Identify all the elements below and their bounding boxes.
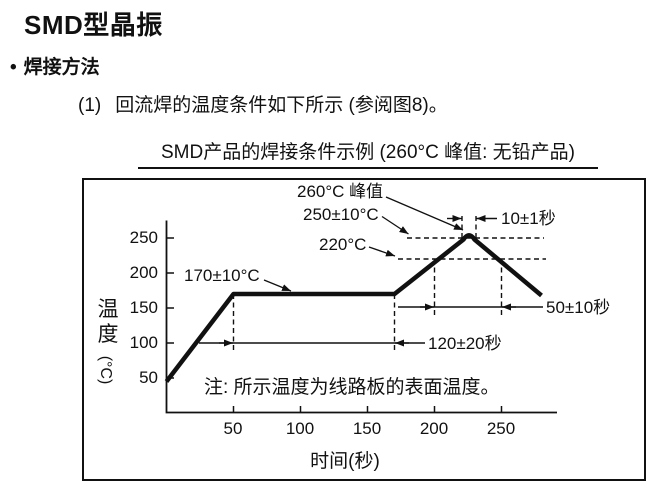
y-axis-title: 温度 bbox=[97, 298, 119, 346]
list-item: (1) 回流焊的温度条件如下所示 (参阅图8)。 bbox=[78, 90, 448, 117]
y-tick-100: 100 bbox=[129, 333, 158, 352]
label-duration-120s: 120±20秒 bbox=[428, 334, 502, 353]
figure-title: SMD产品的焊接条件示例 (260°C 峰值: 无铅产品) bbox=[138, 137, 598, 169]
x-tick-250: 250 bbox=[486, 419, 516, 438]
label-duration-10s: 10±1秒 bbox=[501, 209, 556, 228]
bullet-icon: • bbox=[10, 57, 17, 78]
y-tick-200: 200 bbox=[129, 263, 158, 282]
y-tick-250: 250 bbox=[129, 228, 158, 247]
label-duration-50s: 50±10秒 bbox=[546, 298, 611, 317]
y-tick-50: 50 bbox=[139, 368, 158, 387]
x-tick-150: 150 bbox=[352, 419, 382, 438]
label-170c: 170±10°C bbox=[184, 266, 260, 285]
y-tick-150: 150 bbox=[129, 298, 158, 317]
label-250c: 250±10°C bbox=[303, 205, 379, 224]
x-axis-title: 时间(秒) bbox=[310, 451, 380, 472]
section-heading: • 焊接方法 bbox=[10, 52, 100, 79]
x-tick-200: 200 bbox=[419, 419, 449, 438]
label-220c: 220°C bbox=[319, 235, 367, 254]
y-axis-unit: (°C) bbox=[97, 355, 114, 385]
section-heading-label: 焊接方法 bbox=[23, 57, 100, 78]
figure-note: 注: 所示温度为线路板的表面温度。 bbox=[204, 377, 500, 398]
x-tick-100: 100 bbox=[285, 419, 315, 438]
page-title: SMD型晶振 bbox=[24, 10, 163, 40]
label-peak-260c: 260°C 峰值 bbox=[297, 182, 384, 201]
list-item-number: (1) bbox=[78, 95, 102, 116]
list-item-text: 回流焊的温度条件如下所示 (参阅图8)。 bbox=[115, 95, 448, 116]
x-tick-50: 50 bbox=[223, 419, 243, 438]
figure-frame bbox=[82, 178, 646, 481]
